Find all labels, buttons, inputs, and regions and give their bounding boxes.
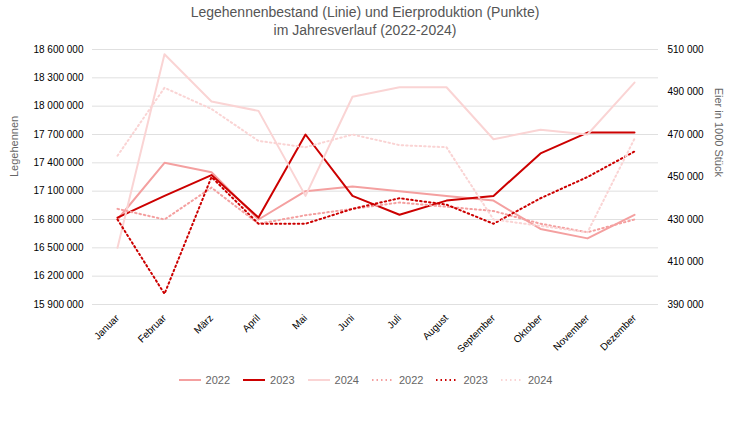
svg-text:18 600 000: 18 600 000	[33, 44, 83, 55]
html-text:2022: 2022	[399, 374, 424, 386]
svg-text:Dezember: Dezember	[598, 312, 639, 353]
svg-text:März: März	[192, 312, 216, 336]
html-text:2024: 2024	[334, 374, 359, 386]
html-text:Legehennenbestand (Linie) und: Legehennenbestand (Linie) und Eierproduk…	[190, 4, 540, 38]
svg-text:18 300 000: 18 300 000	[33, 72, 83, 83]
svg-text:450 000: 450 000	[668, 171, 705, 182]
svg-text:Januar: Januar	[92, 312, 122, 342]
svg-text:18 000 000: 18 000 000	[33, 100, 83, 111]
svg-text:16 800 000: 16 800 000	[33, 214, 83, 225]
svg-text:Mai: Mai	[290, 312, 309, 331]
svg-text:August: August	[420, 312, 450, 342]
html-text:2022: 2022	[205, 374, 230, 386]
html-text:2023: 2023	[270, 374, 295, 386]
svg-text:Juni: Juni	[335, 312, 356, 333]
svg-text:16 200 000: 16 200 000	[33, 270, 83, 281]
svg-text:17 700 000: 17 700 000	[33, 129, 83, 140]
svg-text:470 000: 470 000	[668, 129, 705, 140]
html-text:2024: 2024	[528, 374, 553, 386]
svg-text:410 000: 410 000	[668, 256, 705, 267]
svg-text:April: April	[240, 312, 262, 334]
svg-text:Juli: Juli	[385, 312, 403, 330]
html-text:2023: 2023	[463, 374, 488, 386]
svg-text:Oktober: Oktober	[511, 312, 544, 345]
svg-text:16 500 000: 16 500 000	[33, 242, 83, 253]
svg-text:490 000: 490 000	[668, 86, 705, 97]
svg-text:Legehennen: Legehennen	[8, 116, 20, 177]
svg-text:15 900 000: 15 900 000	[33, 299, 83, 310]
svg-text:Eier in 1000 Stück: Eier in 1000 Stück	[713, 88, 725, 178]
svg-text:510 000: 510 000	[668, 44, 705, 55]
svg-text:November: November	[551, 312, 592, 353]
svg-text:430 000: 430 000	[668, 214, 705, 225]
svg-text:17 100 000: 17 100 000	[33, 185, 83, 196]
svg-text:September: September	[455, 312, 498, 355]
svg-text:Februar: Februar	[136, 312, 169, 345]
svg-text:390 000: 390 000	[668, 299, 705, 310]
svg-text:17 400 000: 17 400 000	[33, 157, 83, 168]
